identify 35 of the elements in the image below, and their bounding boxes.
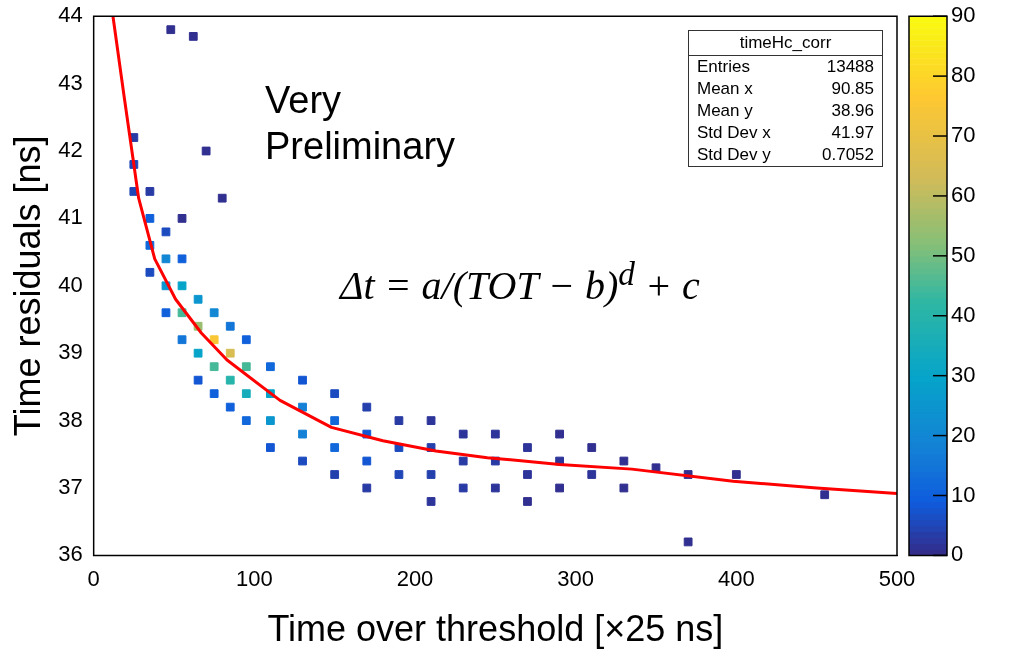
- color-bar-label: 50: [951, 241, 976, 267]
- x-tick-label: 100: [235, 565, 273, 591]
- x-axis-title: Time over threshold [×25 ns]: [267, 608, 724, 650]
- color-bar-label: 30: [951, 361, 976, 387]
- y-tick-label: 43: [58, 69, 83, 95]
- color-bar-label: 0: [951, 541, 964, 567]
- x-tick-label: 200: [396, 565, 434, 591]
- color-bar-label: 20: [951, 421, 976, 447]
- color-bar-label: 90: [951, 2, 976, 28]
- annotation: timeHc_corr: [689, 31, 882, 56]
- color-bar-label: 80: [951, 62, 976, 88]
- y-tick-label: 39: [58, 339, 83, 365]
- color-bar-label: 10: [951, 481, 976, 507]
- text: Entries 13488: [697, 57, 874, 76]
- annotation: Very Preliminary: [265, 78, 457, 169]
- y-tick-label: 36: [58, 541, 83, 567]
- x-tick-label: 400: [717, 565, 755, 591]
- annotation: Δt = a/(TOT − b)$^{d}$ + c: [340, 255, 700, 310]
- x-tick-label: 0: [87, 565, 100, 591]
- y-tick-label: 41: [58, 204, 83, 230]
- y-tick-label: 38: [58, 406, 83, 432]
- text: Mean y 38.96: [697, 101, 874, 120]
- color-bar-label: 60: [951, 182, 976, 207]
- x-tick-label: 300: [557, 565, 595, 591]
- y-tick-label: 37: [58, 474, 83, 500]
- text: Mean x 90.85: [697, 79, 874, 98]
- color-bar-label: 40: [951, 301, 976, 327]
- y-tick-label: 42: [58, 137, 83, 163]
- y-axis-title: Time residuals [ns]: [6, 135, 48, 437]
- x-tick-label: 500: [878, 565, 916, 591]
- y-tick-label: 40: [58, 271, 83, 297]
- y-tick-label: 44: [58, 2, 83, 28]
- text: Std Dev y 0.7052: [697, 145, 874, 164]
- color-bar-label: 70: [951, 122, 976, 148]
- text: Std Dev x 41.97: [697, 123, 874, 142]
